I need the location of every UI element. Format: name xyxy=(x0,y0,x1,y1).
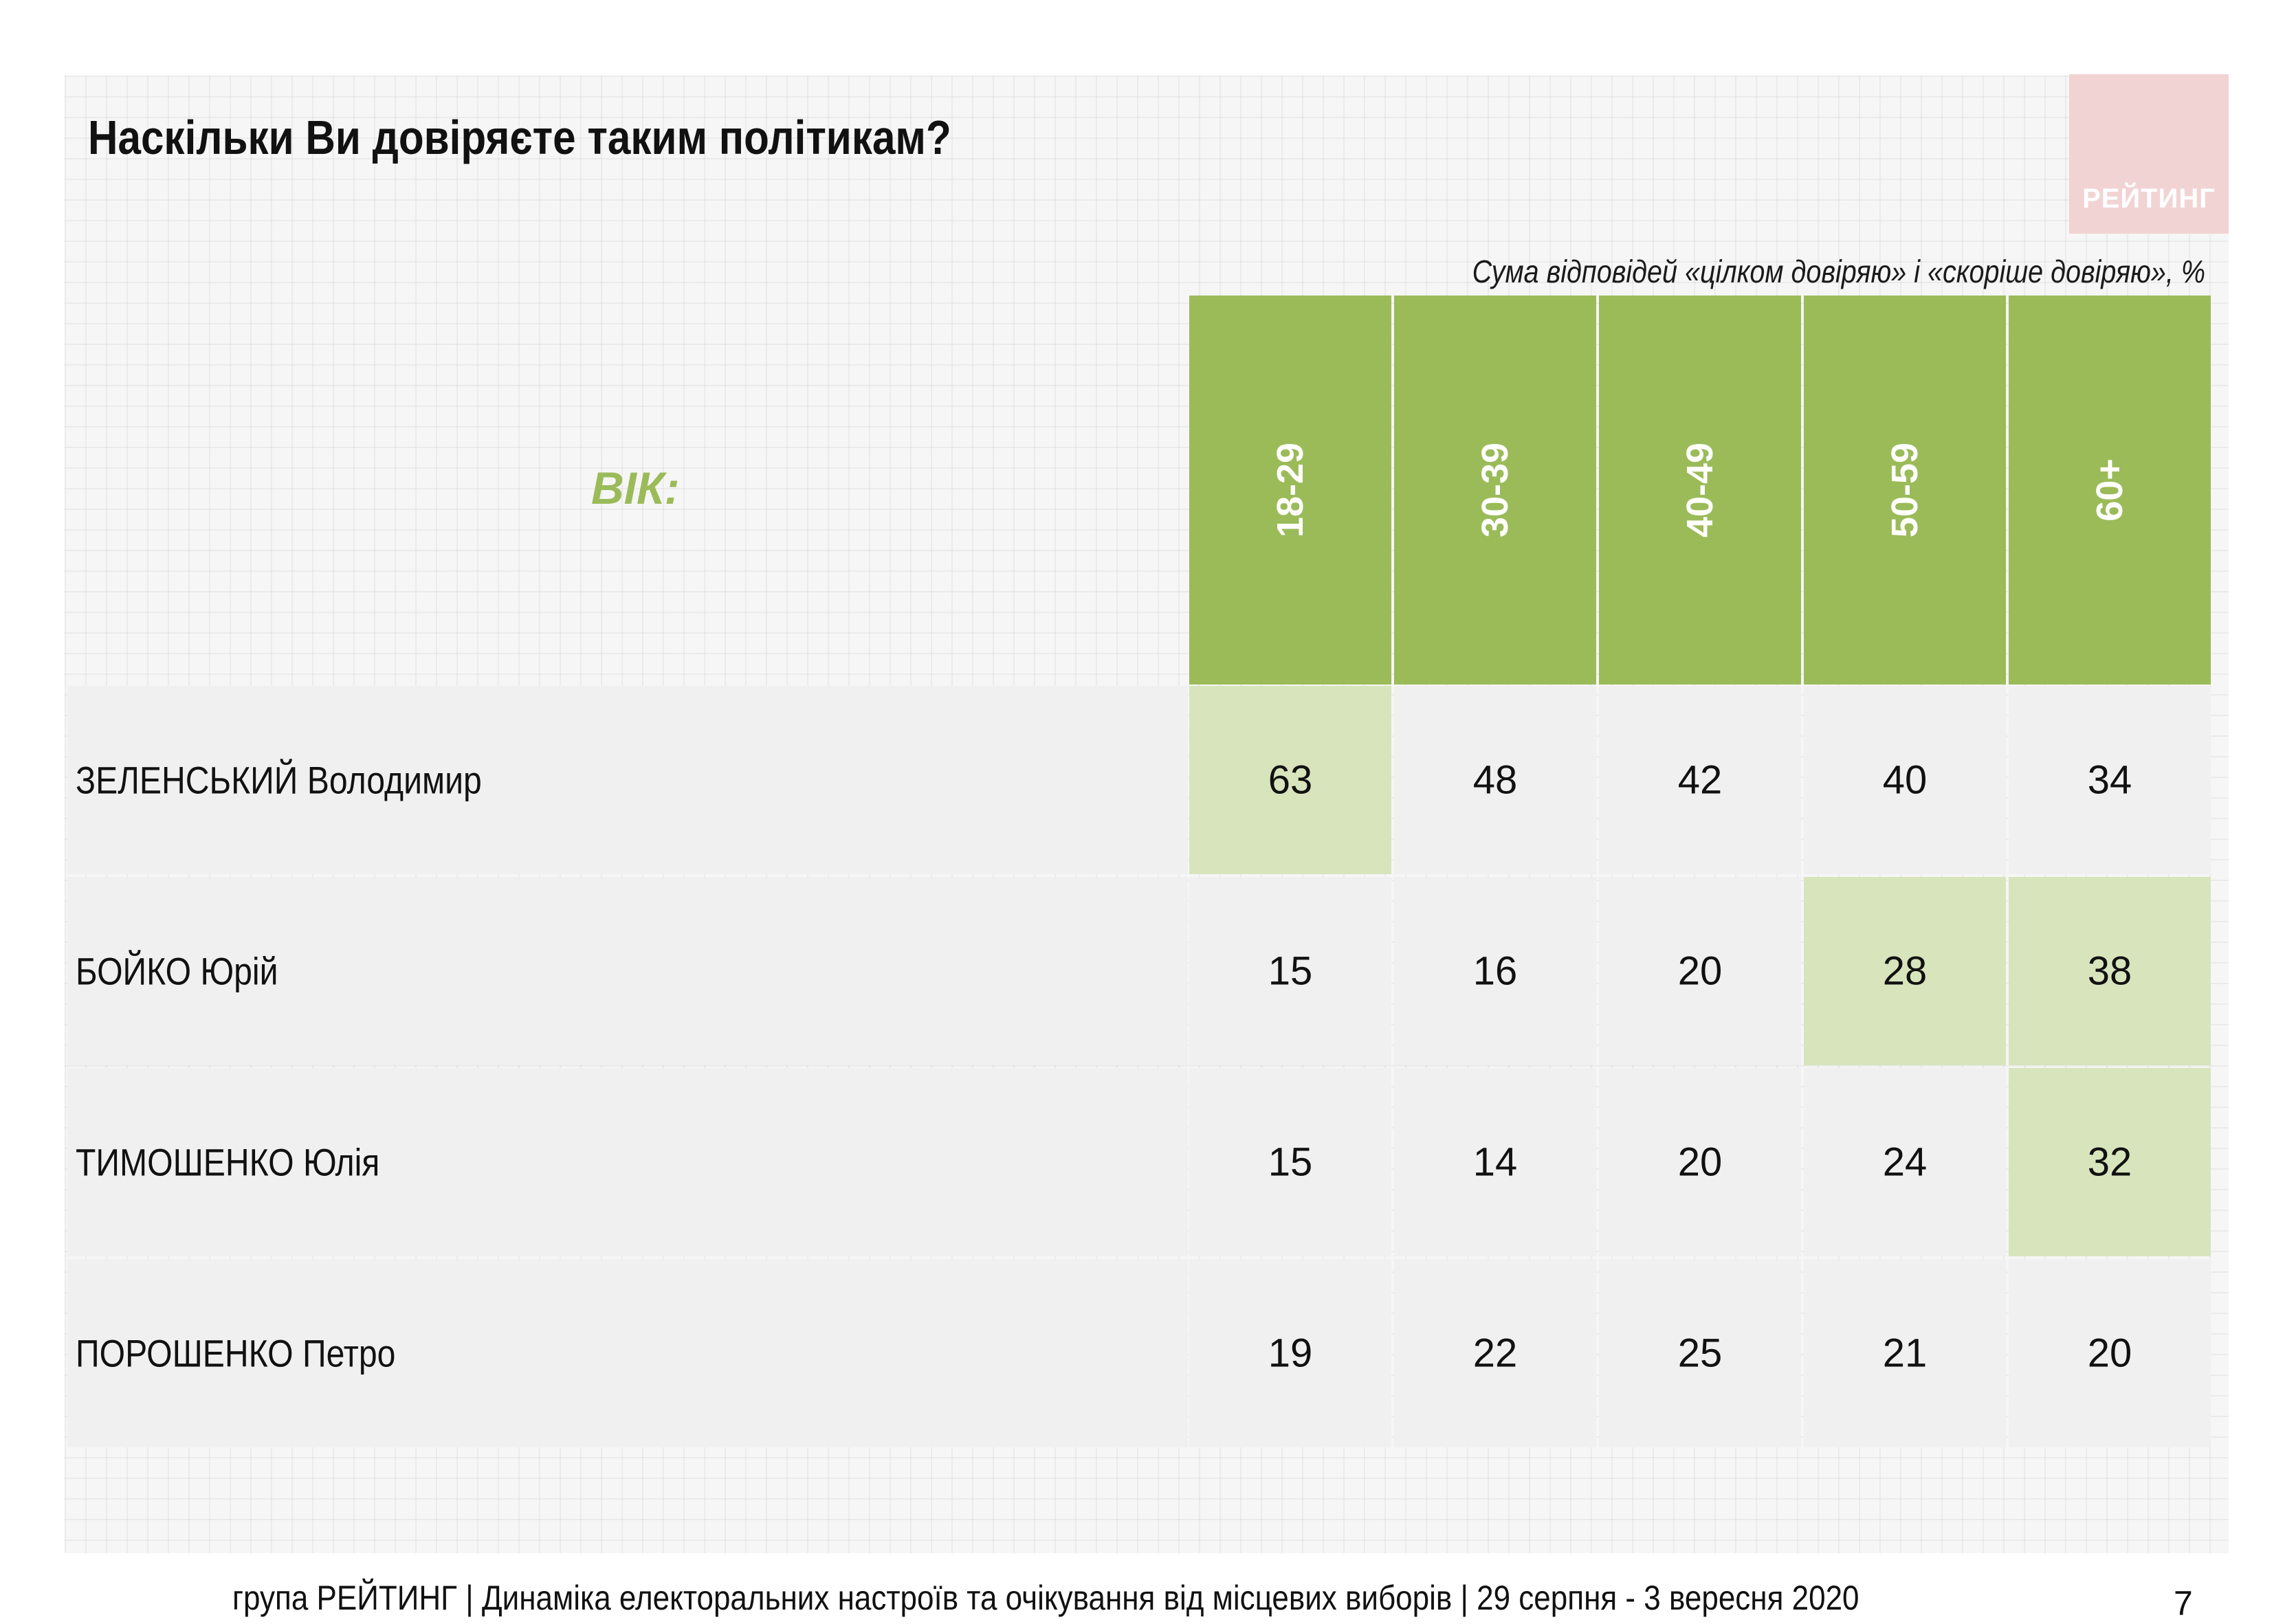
row-name-cell: ЗЕЛЕНСЬКИЙ Володимир xyxy=(67,686,1188,874)
table-cell: 21 xyxy=(1804,1259,2006,1447)
table-cell: 42 xyxy=(1599,686,1801,874)
table-cell: 20 xyxy=(1599,1068,1801,1256)
column-header-label: 30-39 xyxy=(1475,442,1516,538)
table-cell: 28 xyxy=(1804,877,2006,1065)
cell-value: 28 xyxy=(1882,948,1928,994)
politician-name: ПОРОШЕНКО Петро xyxy=(76,1331,396,1375)
cell-value: 21 xyxy=(1882,1331,1928,1376)
table-cell: 40 xyxy=(1804,686,2006,874)
table-cell: 32 xyxy=(2009,1068,2211,1256)
table-cell: 25 xyxy=(1599,1259,1801,1447)
footer-text: група РЕЙТИНГ | Динаміка електоральних н… xyxy=(232,1579,1859,1617)
column-header-0: 18-29 xyxy=(1189,296,1391,685)
cell-value: 20 xyxy=(1677,948,1723,994)
cell-value: 20 xyxy=(1677,1139,1723,1185)
column-header-label: 60+ xyxy=(2089,458,2130,522)
cell-value: 42 xyxy=(1677,757,1723,803)
cell-value: 20 xyxy=(2087,1331,2132,1376)
row-name-cell: ПОРОШЕНКО Петро xyxy=(67,1259,1188,1447)
cell-value: 22 xyxy=(1472,1331,1518,1376)
column-header-4: 60+ xyxy=(2009,296,2211,685)
table-cell: 22 xyxy=(1394,1259,1596,1447)
cell-value: 32 xyxy=(2087,1139,2132,1185)
cell-value: 15 xyxy=(1268,1139,1313,1185)
cell-value: 19 xyxy=(1268,1331,1313,1376)
table-cell: 38 xyxy=(2009,877,2211,1065)
column-header-2: 40-49 xyxy=(1599,296,1801,685)
table-cell: 34 xyxy=(2009,686,2211,874)
column-header-3: 50-59 xyxy=(1804,296,2006,685)
column-header-label: 40-49 xyxy=(1679,442,1721,538)
table-cell: 16 xyxy=(1394,877,1596,1065)
cell-value: 34 xyxy=(2087,757,2132,803)
table-cell: 24 xyxy=(1804,1068,2006,1256)
politician-name: БОЙКО Юрій xyxy=(76,949,278,993)
table-cell: 48 xyxy=(1394,686,1596,874)
cell-value: 38 xyxy=(2087,948,2132,994)
column-header-label: 50-59 xyxy=(1884,442,1925,538)
cell-value: 63 xyxy=(1268,757,1313,803)
cell-value: 24 xyxy=(1882,1139,1928,1185)
politician-name: ЗЕЛЕНСЬКИЙ Володимир xyxy=(76,758,482,802)
table-cell: 14 xyxy=(1394,1068,1596,1256)
table-cell: 15 xyxy=(1189,877,1391,1065)
table-cell: 20 xyxy=(2009,1259,2211,1447)
column-header-label: 18-29 xyxy=(1270,442,1311,538)
age-label: ВІК: xyxy=(591,463,680,513)
table-cell: 63 xyxy=(1189,686,1391,874)
table-cell: 15 xyxy=(1189,1068,1391,1256)
logo-text: РЕЙТИНГ xyxy=(2082,183,2216,214)
cell-value: 15 xyxy=(1268,948,1313,994)
rating-logo: РЕЙТИНГ xyxy=(2069,74,2229,234)
column-header-1: 30-39 xyxy=(1394,296,1596,685)
politician-name: ТИМОШЕНКО Юлія xyxy=(76,1140,380,1184)
row-name-cell: БОЙКО Юрій xyxy=(67,877,1188,1065)
cell-value: 16 xyxy=(1472,948,1518,994)
cell-value: 40 xyxy=(1882,757,1928,803)
page-number: 7 xyxy=(2174,1584,2193,1623)
table-cell: 19 xyxy=(1189,1259,1391,1447)
page-title: Наскільки Ви довіряєте таким політикам? xyxy=(88,111,951,164)
table-cell: 20 xyxy=(1599,877,1801,1065)
cell-value: 14 xyxy=(1472,1139,1518,1185)
cell-value: 25 xyxy=(1677,1331,1723,1376)
row-name-cell: ТИМОШЕНКО Юлія xyxy=(67,1068,1188,1256)
cell-value: 48 xyxy=(1472,757,1518,803)
table-subtitle: Сума відповідей «цілком довіряю» і «скор… xyxy=(1472,254,2205,289)
